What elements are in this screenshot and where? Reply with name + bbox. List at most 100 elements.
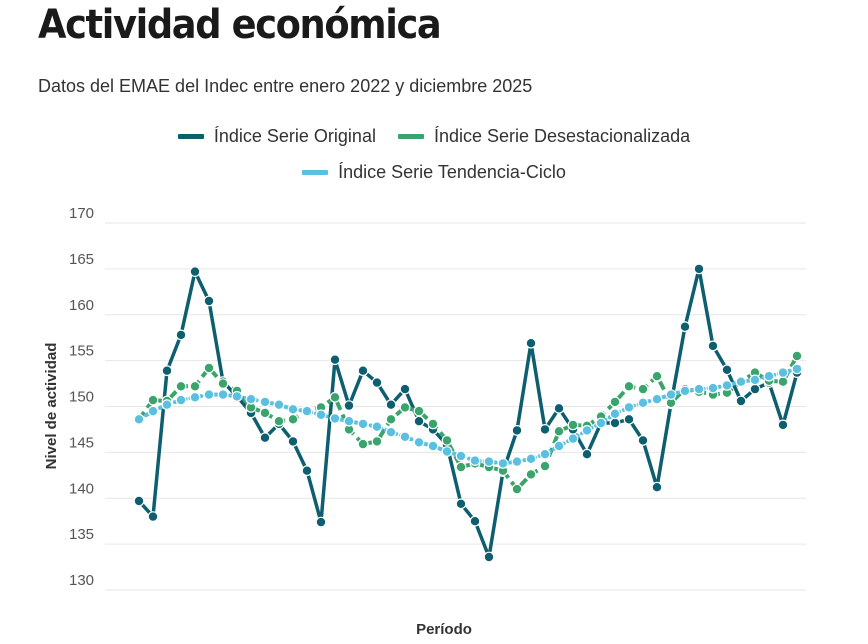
data-point-tendencia-ciclo[interactable]: 2023-02: 149.1 bbox=[315, 409, 327, 421]
data-point-original[interactable]: 2022-12: 146.2 bbox=[287, 436, 299, 447]
data-point-tendencia-ciclo[interactable]: 2022-06: 151.3 bbox=[203, 389, 215, 401]
data-point-desestacionalizada[interactable]: 2024-04: 141 bbox=[511, 483, 523, 495]
data-point-tendencia-ciclo[interactable]: 2024-11: 149.2 bbox=[609, 408, 621, 420]
data-point-original[interactable]: 2024-02: 133.6 bbox=[483, 551, 495, 563]
data-point-original[interactable]: 2023-04: 150.1 bbox=[343, 400, 355, 412]
legend-item-original[interactable]: Índice Serie Original bbox=[177, 126, 376, 147]
data-point-tendencia-ciclo[interactable]: 2024-09: 147.4 bbox=[581, 425, 593, 436]
data-point-desestacionalizada[interactable]: 2025-01: 151.9 bbox=[637, 383, 649, 395]
data-point-tendencia-ciclo[interactable]: 2022-10: 150.5 bbox=[259, 396, 271, 408]
data-point-tendencia-ciclo[interactable]: 2024-08: 146.5 bbox=[567, 433, 579, 445]
data-point-original[interactable]: 2025-06: 156.6 bbox=[707, 340, 719, 352]
data-point-desestacionalizada[interactable]: 2023-08: 149.9 bbox=[399, 402, 411, 413]
data-point-tendencia-ciclo[interactable]: 2024-06: 144.8 bbox=[539, 448, 551, 460]
data-point-tendencia-ciclo[interactable]: 2024-04: 144 bbox=[511, 456, 523, 468]
data-point-tendencia-ciclo[interactable]: 2022-01: 148.6 bbox=[133, 413, 145, 425]
data-point-tendencia-ciclo[interactable]: 2024-07: 145.7 bbox=[553, 440, 565, 452]
data-point-desestacionalizada[interactable]: 2025-11: 152.7 bbox=[777, 376, 789, 388]
data-point-tendencia-ciclo[interactable]: 2024-05: 144.3 bbox=[525, 453, 537, 465]
data-point-original[interactable]: 2023-09: 148.4 bbox=[413, 415, 425, 427]
data-point-desestacionalizada[interactable]: 2024-05: 142.6 bbox=[525, 469, 537, 480]
data-point-tendencia-ciclo[interactable]: 2022-03: 150.2 bbox=[161, 399, 173, 411]
data-point-desestacionalizada[interactable]: 2023-10: 148.1 bbox=[427, 418, 439, 430]
data-point-original[interactable]: 2022-05: 164.7 bbox=[189, 266, 201, 278]
data-point-original[interactable]: 2024-12: 148.6 bbox=[623, 413, 635, 425]
data-point-tendencia-ciclo[interactable]: 2025-05: 151.9 bbox=[693, 383, 705, 395]
data-point-desestacionalizada[interactable]: 2023-05: 145.9 bbox=[357, 438, 369, 450]
data-point-tendencia-ciclo[interactable]: 2022-02: 149.5 bbox=[147, 405, 159, 417]
data-point-tendencia-ciclo[interactable]: 2023-05: 148.1 bbox=[357, 418, 369, 430]
data-point-tendencia-ciclo[interactable]: 2024-10: 148.2 bbox=[595, 417, 607, 429]
data-point-tendencia-ciclo[interactable]: 2025-04: 151.7 bbox=[679, 385, 691, 397]
data-point-tendencia-ciclo[interactable]: 2023-07: 147.2 bbox=[385, 426, 397, 438]
data-point-desestacionalizada[interactable]: 2022-04: 152.2 bbox=[175, 380, 187, 392]
data-point-tendencia-ciclo[interactable]: 2024-03: 143.8 bbox=[497, 458, 509, 469]
data-point-tendencia-ciclo[interactable]: 2023-03: 148.7 bbox=[329, 413, 341, 424]
data-point-tendencia-ciclo[interactable]: 2023-04: 148.4 bbox=[343, 415, 355, 427]
data-point-tendencia-ciclo[interactable]: 2025-07: 152.3 bbox=[721, 380, 733, 391]
data-point-tendencia-ciclo[interactable]: 2024-01: 144.1 bbox=[469, 455, 481, 467]
data-point-tendencia-ciclo[interactable]: 2022-04: 150.7 bbox=[175, 394, 187, 406]
data-point-original[interactable]: 2024-09: 144.8 bbox=[581, 448, 593, 460]
data-point-original[interactable]: 2023-06: 152.6 bbox=[371, 377, 383, 389]
data-point-original[interactable]: 2022-03: 153.9 bbox=[161, 365, 173, 377]
data-point-original[interactable]: 2025-07: 154 bbox=[721, 364, 733, 376]
data-point-tendencia-ciclo[interactable]: 2025-02: 150.8 bbox=[651, 393, 663, 405]
data-point-desestacionalizada[interactable]: 2025-12: 155.5 bbox=[791, 350, 803, 362]
data-point-tendencia-ciclo[interactable]: 2022-11: 150.2 bbox=[273, 399, 285, 411]
data-point-tendencia-ciclo[interactable]: 2023-06: 147.8 bbox=[371, 421, 383, 433]
data-point-tendencia-ciclo[interactable]: 2023-12: 144.6 bbox=[455, 450, 467, 462]
data-point-original[interactable]: 2025-05: 165 bbox=[693, 263, 705, 275]
data-point-original[interactable]: 2024-11: 148.2 bbox=[609, 417, 621, 429]
data-point-desestacionalizada[interactable]: 2025-02: 153.3 bbox=[651, 370, 663, 382]
data-point-tendencia-ciclo[interactable]: 2025-08: 152.7 bbox=[735, 376, 747, 388]
data-point-tendencia-ciclo[interactable]: 2023-01: 149.5 bbox=[301, 405, 313, 417]
data-point-desestacionalizada[interactable]: 2022-11: 148.4 bbox=[273, 415, 285, 427]
legend-item-desestacionalizada[interactable]: Índice Serie Desestacionalizada bbox=[397, 126, 690, 147]
data-point-original[interactable]: 2025-01: 146.3 bbox=[637, 435, 649, 446]
data-point-original[interactable]: 2023-01: 143 bbox=[301, 465, 313, 477]
data-point-desestacionalizada[interactable]: 2022-12: 148.6 bbox=[287, 413, 299, 425]
data-point-original[interactable]: 2024-01: 137.5 bbox=[469, 515, 481, 527]
data-point-desestacionalizada[interactable]: 2023-11: 146.3 bbox=[441, 435, 453, 446]
data-point-original[interactable]: 2022-06: 161.5 bbox=[203, 295, 215, 307]
data-point-original[interactable]: 2025-11: 148 bbox=[777, 419, 789, 431]
data-point-tendencia-ciclo[interactable]: 2022-09: 150.8 bbox=[245, 393, 257, 405]
data-point-desestacionalizada[interactable]: 2023-09: 149.5 bbox=[413, 405, 425, 417]
data-point-tendencia-ciclo[interactable]: 2025-11: 153.7 bbox=[777, 367, 789, 379]
data-point-desestacionalizada[interactable]: 2024-06: 143.5 bbox=[539, 460, 551, 472]
data-point-original[interactable]: 2025-08: 150.6 bbox=[735, 395, 747, 407]
data-point-tendencia-ciclo[interactable]: 2023-11: 145.1 bbox=[441, 446, 453, 457]
data-point-tendencia-ciclo[interactable]: 2024-12: 149.9 bbox=[623, 402, 635, 413]
data-point-tendencia-ciclo[interactable]: 2022-12: 149.7 bbox=[287, 403, 299, 415]
data-point-desestacionalizada[interactable]: 2023-07: 148.6 bbox=[385, 413, 397, 425]
data-point-original[interactable]: 2024-05: 156.9 bbox=[525, 337, 537, 349]
data-point-original[interactable]: 2024-04: 147.4 bbox=[511, 425, 523, 436]
data-point-tendencia-ciclo[interactable]: 2025-12: 154.1 bbox=[791, 363, 803, 375]
data-point-tendencia-ciclo[interactable]: 2023-08: 146.7 bbox=[399, 431, 411, 443]
data-point-tendencia-ciclo[interactable]: 2023-09: 146.1 bbox=[413, 436, 425, 448]
data-point-original[interactable]: 2023-02: 137.4 bbox=[315, 516, 327, 528]
data-point-original[interactable]: 2023-03: 155.1 bbox=[329, 354, 341, 366]
data-point-tendencia-ciclo[interactable]: 2025-10: 153.3 bbox=[763, 370, 775, 382]
data-point-desestacionalizada[interactable]: 2023-03: 151 bbox=[329, 391, 341, 403]
data-point-desestacionalizada[interactable]: 2022-05: 152.2 bbox=[189, 380, 201, 392]
data-point-original[interactable]: 2023-08: 151.9 bbox=[399, 383, 411, 395]
data-point-desestacionalizada[interactable]: 2023-12: 143.4 bbox=[455, 461, 467, 473]
data-point-tendencia-ciclo[interactable]: 2023-10: 145.7 bbox=[427, 440, 439, 452]
data-point-desestacionalizada[interactable]: 2024-11: 150.5 bbox=[609, 396, 621, 408]
data-point-original[interactable]: 2023-05: 153.9 bbox=[357, 365, 369, 377]
data-point-desestacionalizada[interactable]: 2022-02: 150.7 bbox=[147, 394, 159, 406]
data-point-tendencia-ciclo[interactable]: 2022-08: 151.1 bbox=[231, 391, 243, 402]
data-point-desestacionalizada[interactable]: 2023-06: 146.2 bbox=[371, 436, 383, 447]
data-point-original[interactable]: 2025-09: 151.9 bbox=[749, 383, 761, 395]
data-point-tendencia-ciclo[interactable]: 2022-07: 151.3 bbox=[217, 389, 229, 401]
data-point-original[interactable]: 2025-04: 158.7 bbox=[679, 321, 691, 333]
data-point-desestacionalizada[interactable]: 2024-08: 148 bbox=[567, 419, 579, 431]
data-point-tendencia-ciclo[interactable]: 2025-06: 152 bbox=[707, 382, 719, 394]
data-point-original[interactable]: 2024-07: 149.8 bbox=[553, 402, 565, 414]
data-point-tendencia-ciclo[interactable]: 2024-02: 144 bbox=[483, 456, 495, 468]
data-point-original[interactable]: 2022-02: 138 bbox=[147, 511, 159, 522]
data-point-original[interactable]: 2023-07: 150.2 bbox=[385, 399, 397, 411]
data-point-original[interactable]: 2024-06: 147.5 bbox=[539, 424, 551, 435]
